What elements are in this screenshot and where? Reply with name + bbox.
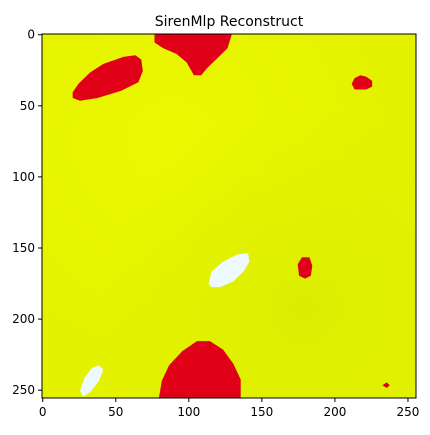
x-tick-label: 150 [250, 405, 273, 419]
plot-area [42, 34, 416, 398]
x-tick-label: 200 [323, 405, 346, 419]
white-blob-center [208, 253, 250, 288]
chart-title: SirenMlp Reconstruct [155, 14, 304, 30]
red-blob-upper-right [351, 75, 373, 90]
x-axis: 0 50 100 150 200 250 [39, 398, 420, 419]
heatmap-regions [72, 34, 390, 398]
red-blob-bottom-center [158, 341, 241, 398]
red-dot-bottom-right [382, 382, 390, 388]
y-tick-label: 100 [12, 170, 35, 184]
red-blob-upper-left [72, 55, 143, 101]
y-tick-label: 200 [12, 312, 35, 326]
x-tick-label: 250 [397, 405, 420, 419]
red-blob-mid-right [297, 257, 313, 279]
red-blob-top-center [154, 34, 232, 76]
y-tick-label: 0 [27, 28, 35, 42]
x-tick-label: 0 [39, 405, 47, 419]
y-axis: 0 50 100 150 200 250 [12, 28, 42, 397]
x-tick-label: 100 [177, 405, 200, 419]
plot-frame [41, 33, 417, 399]
y-tick-label: 150 [12, 241, 35, 255]
y-tick-label: 50 [20, 99, 35, 113]
white-blob-bottom-left [80, 365, 104, 397]
x-tick-label: 50 [108, 405, 123, 419]
y-tick-label: 250 [12, 383, 35, 397]
